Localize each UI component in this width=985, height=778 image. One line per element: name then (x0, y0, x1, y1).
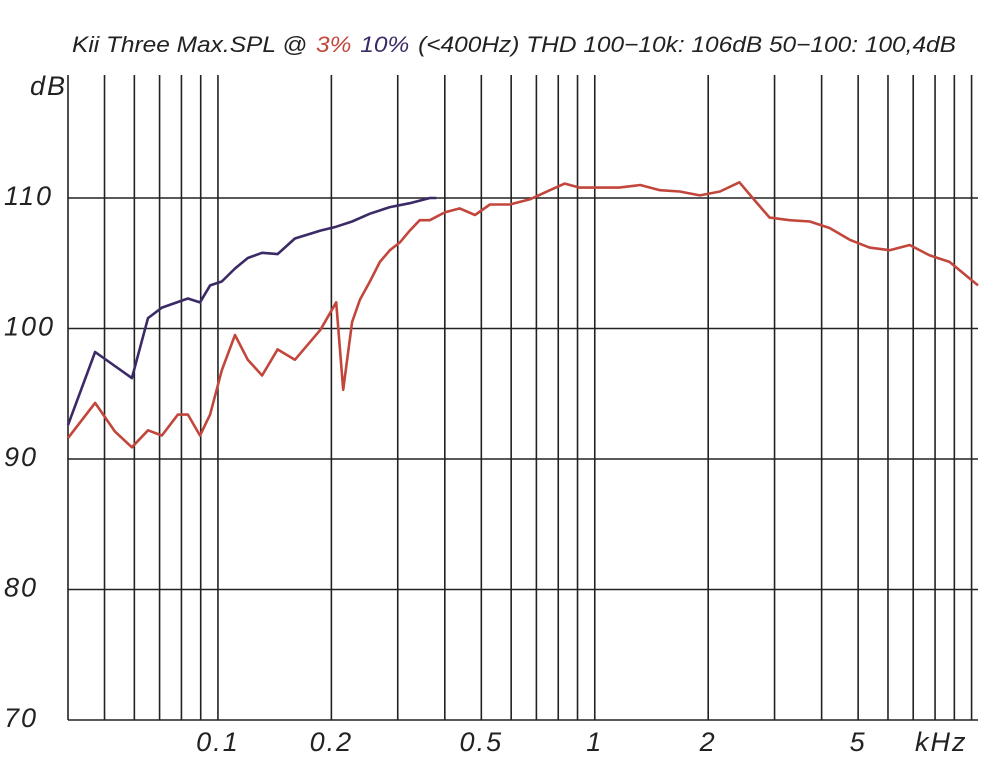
y-tick-label: 80 (4, 573, 38, 603)
title-text: Kii Three Max.SPL @ (72, 32, 307, 57)
x-tick-label: 0.5 (460, 727, 504, 757)
x-tick-label: 2 (699, 727, 717, 757)
x-tick-label: 0.2 (310, 727, 354, 757)
y-tick-label: 110 (4, 181, 53, 211)
data-line (66, 196, 437, 426)
x-tick-label: 0.1 (196, 727, 240, 757)
y-tick-label: 70 (4, 703, 38, 733)
legend-entry: 3% (316, 32, 351, 57)
title-text: (<400Hz) THD 100−10k: 106dB 50−100: 100,… (418, 32, 956, 57)
x-tick-label: 5 (850, 727, 867, 757)
y-tick-label: 100 (4, 312, 55, 342)
x-tick-label: 1 (586, 727, 603, 757)
y-axis-label: dB (30, 71, 67, 101)
x-axis-label: kHz (915, 727, 968, 757)
data-line (66, 181, 979, 449)
y-tick-label: 90 (4, 442, 38, 472)
legend-entry: 10% (360, 32, 409, 57)
chart-title: Kii Three Max.SPL @ 3% 10% (<400Hz) THD 100… (72, 32, 956, 57)
